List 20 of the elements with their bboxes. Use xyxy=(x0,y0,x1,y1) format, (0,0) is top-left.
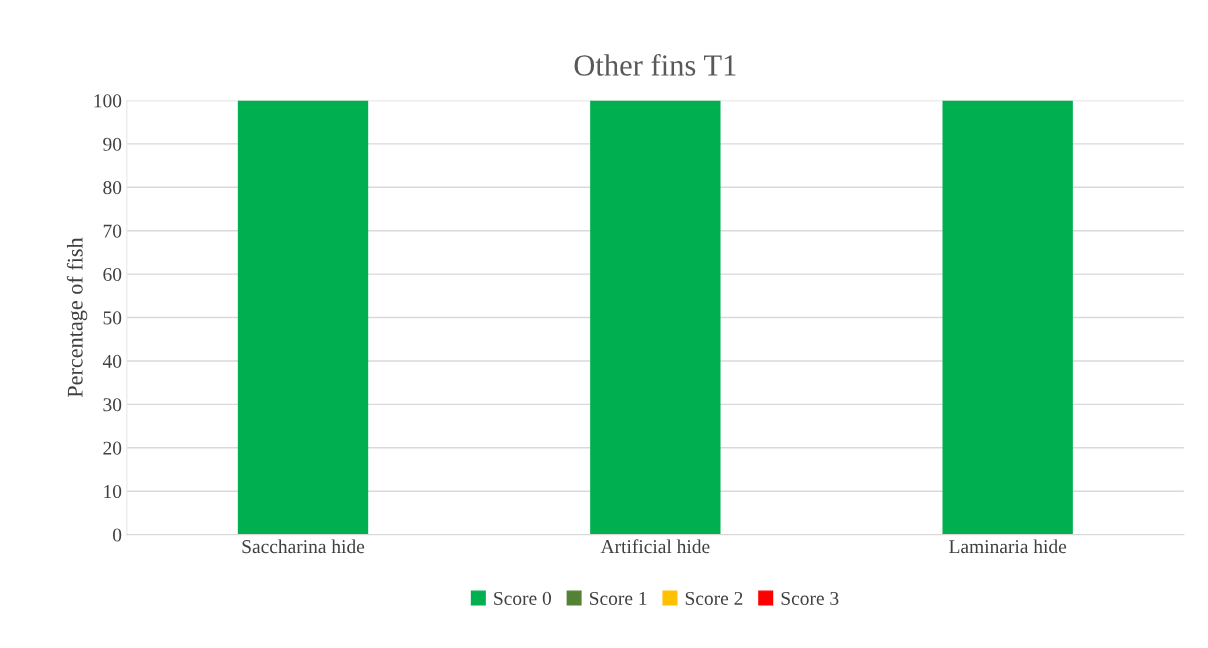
legend-label: Score 3 xyxy=(781,591,839,605)
chart-title: Other fins T1 xyxy=(574,53,736,76)
y-tick-label: 20 xyxy=(103,441,122,455)
legend-label: Score 1 xyxy=(590,591,647,605)
legend-label: Score 0 xyxy=(494,591,552,605)
x-tick-label: Laminaria hide xyxy=(949,539,1067,554)
legend-label: Score 2 xyxy=(685,591,743,605)
x-tick-label: Saccharina hide xyxy=(242,539,365,554)
y-tick-label: 0 xyxy=(113,528,122,542)
y-tick-label: 40 xyxy=(102,354,122,368)
y-tick-label: 80 xyxy=(103,181,122,195)
y-tick-label: 50 xyxy=(103,311,122,325)
y-tick-label: 100 xyxy=(94,94,122,108)
y-tick-label: 10 xyxy=(104,485,122,499)
y-tick-label: 60 xyxy=(103,267,122,282)
x-tick-label: Artificial hide xyxy=(600,539,710,554)
y-axis-title: Percentage of fish xyxy=(66,237,88,398)
y-tick-label: 30 xyxy=(103,398,122,412)
y-tick-label: 70 xyxy=(103,224,122,238)
y-tick-label: 90 xyxy=(103,137,122,151)
